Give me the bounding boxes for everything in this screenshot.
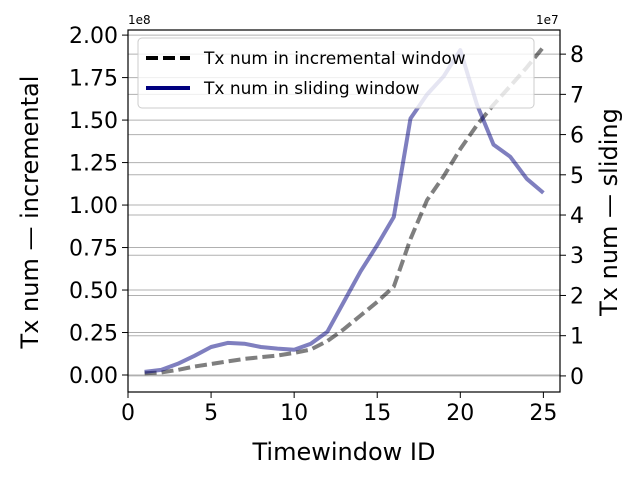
y-left-tick-label: 1.75 (69, 67, 118, 92)
legend-box (137, 37, 535, 109)
y-left-tick-label: 0.75 (69, 237, 118, 262)
y-left-tick-label: 0.25 (69, 322, 118, 347)
y-left-tick-label: 1.50 (69, 109, 118, 134)
y-right-tick-label: 2 (570, 284, 584, 309)
y-left-tick-label: 0.50 (69, 279, 118, 304)
tick-labels: 0 5 10 15 20 250.000.250.500.751.001.251.501.… (69, 24, 584, 426)
x-tick-label: 20 (446, 401, 474, 426)
y-right-axis-label: Tx num — sliding (595, 108, 623, 317)
legend-label-incremental: Tx num in incremental window (203, 49, 466, 69)
x-tick-label: 10 (280, 401, 308, 426)
axes (122, 29, 566, 398)
x-tick-label: 15 (363, 401, 391, 426)
x-tick-label: 25 (529, 401, 557, 426)
y-right-tick-label: 1 (570, 325, 584, 350)
y-right-tick-label: 5 (570, 164, 584, 189)
y-right-tick-label: 6 (570, 124, 584, 149)
y-left-tick-label: 2.00 (69, 24, 118, 49)
left-offset-label: 1e8 (128, 13, 151, 27)
x-tick-label: 5 (204, 401, 218, 426)
series-line-incremental (144, 45, 545, 376)
y-left-tick-label: 0.00 (69, 364, 118, 389)
y-right-tick-label: 3 (570, 244, 584, 269)
y-right-tick-label: 0 (570, 365, 584, 390)
x-axis-label: Timewindow ID (252, 438, 436, 466)
legend-label-sliding: Tx num in sliding window (203, 79, 420, 99)
axes-frame (127, 29, 561, 393)
y-left-axis-label: Tx num — incremental (16, 76, 44, 350)
y-right-tick-label: 4 (570, 204, 584, 229)
y-left-tick-label: 1.25 (69, 152, 118, 177)
legend: Tx num in incremental window Tx num in s… (137, 37, 535, 109)
y-right-tick-label: 7 (570, 83, 584, 108)
x-tick-label: 0 (121, 401, 135, 426)
y-left-tick-label: 1.00 (69, 194, 118, 219)
y-right-tick-label: 8 (570, 43, 584, 68)
right-offset-label: 1e7 (536, 13, 559, 27)
